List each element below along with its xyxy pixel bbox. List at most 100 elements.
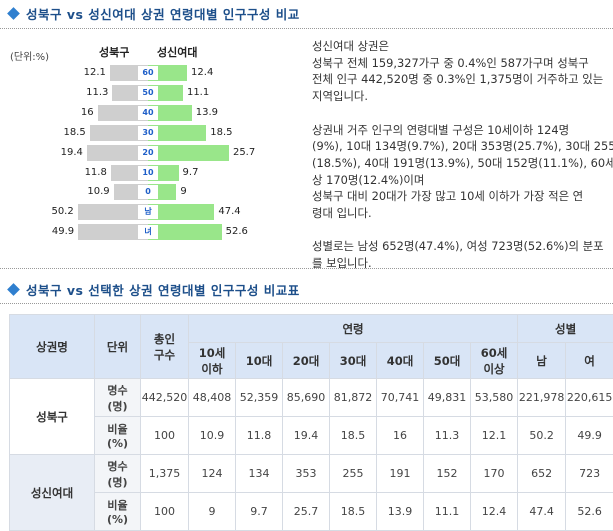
section1-title-text: 성북구 vs 성신여대 상권 연령대별 인구구성 비교 xyxy=(26,6,300,22)
value-cell: 81,872 xyxy=(329,378,377,417)
right-value: 18.5 xyxy=(210,127,233,138)
left-value: 12.1 xyxy=(83,67,106,78)
value-cell: 19.4 xyxy=(282,416,330,455)
age-label: 녀 xyxy=(138,225,158,239)
value-cell: 170 xyxy=(469,454,519,493)
value-cell: 11.8 xyxy=(235,416,283,455)
value-cell: 11.3 xyxy=(423,416,471,455)
table-row: 비율 (%) 100 10.9 11.8 19.4 18.5 16 11.3 12.1 50.2 49… xyxy=(10,416,613,455)
pyramid-row: 10.9 9 0 xyxy=(0,184,300,200)
value-cell: 49,831 xyxy=(423,378,471,417)
value-cell: 11.1 xyxy=(423,492,471,531)
value-cell: 52,359 xyxy=(235,378,283,417)
pyramid-row: 12.1 12.4 60 xyxy=(0,65,300,81)
description-line: 지역입니다. xyxy=(312,89,369,104)
value-cell: 442,520 xyxy=(140,378,189,417)
value-cell: 723 xyxy=(565,454,613,493)
female-bar xyxy=(148,145,229,161)
header-age: 20대 xyxy=(282,342,330,379)
age-label: 50 xyxy=(138,86,158,100)
value-cell: 10.9 xyxy=(188,416,236,455)
table-row: 비율 (%) 100 9 9.7 25.7 18.5 13.9 11.1 12.4 47.4 52.6 xyxy=(10,492,613,531)
value-cell: 47.4 xyxy=(517,492,567,531)
right-value: 9.7 xyxy=(182,167,199,178)
description-paragraph: 상권내 거주 인구의 연령대별 구성은 10세이하 124명 (9%), 10대 … xyxy=(312,122,613,222)
table-row: 성신여대 명수 (명) 1,375 124 134 353 255 191 152 170 652 72… xyxy=(9,454,613,531)
section2-title: 성북구 vs 선택한 상권 연령대별 인구구성 비교표 xyxy=(6,279,300,299)
value-cell: 9 xyxy=(188,492,236,531)
header-subrow: 10세 이하 10대 20대 30대 40대 50대 60세 이상 남 여 xyxy=(10,342,613,379)
header-gender-group: 성별 xyxy=(517,314,613,343)
male-bar xyxy=(78,224,148,240)
section1-title: 성북구 vs 성신여대 상권 연령대별 인구구성 비교 xyxy=(6,3,300,23)
header-total: 총인 구수 xyxy=(140,314,189,379)
left-value: 10.9 xyxy=(87,186,110,197)
description-line: 성북구 전체 159,327가구 중 0.4%인 587가구며 성북구 xyxy=(312,55,589,70)
value-cell: 25.7 xyxy=(282,492,330,531)
pyramid-row: 16 13.9 40 xyxy=(0,105,300,121)
unit-cell: 비율 (%) xyxy=(94,416,141,455)
value-cell: 12.4 xyxy=(469,492,519,531)
value-cell: 191 xyxy=(376,454,424,493)
left-value: 16 xyxy=(80,107,94,118)
value-cell: 152 xyxy=(423,454,471,493)
description-line: 성신여대 상권은 xyxy=(312,39,389,53)
header-area: 상권명 xyxy=(9,314,95,379)
area-name: 성신여대 xyxy=(9,454,95,531)
right-value: 25.7 xyxy=(232,147,256,158)
diamond-bullet-icon xyxy=(7,6,20,20)
header-age: 10세 이하 xyxy=(188,342,236,379)
description-line: 상 170명(12.4%)이며 xyxy=(312,172,425,187)
value-cell: 652 xyxy=(517,454,567,493)
pyramid-row: 50.2 47.4 남 xyxy=(0,204,300,220)
description-line: 령대 입니다. xyxy=(312,206,372,221)
pyramid-right-header: 성신여대 xyxy=(157,46,198,59)
value-cell: 16 xyxy=(376,416,424,455)
area-name: 성북구 xyxy=(9,378,95,455)
description-line: (18.5%), 40대 191명(13.9%), 50대 152명(11.1%… xyxy=(312,155,613,170)
right-value: 52.6 xyxy=(225,226,248,237)
value-cell: 53,580 xyxy=(469,378,519,417)
male-bar xyxy=(77,204,148,220)
header-age: 10대 xyxy=(235,342,283,379)
value-cell: 50.2 xyxy=(517,416,567,455)
left-value: 18.5 xyxy=(63,127,86,138)
value-cell: 9.7 xyxy=(235,492,283,531)
age-label: 20 xyxy=(138,146,158,160)
value-cell: 48,408 xyxy=(188,378,236,417)
age-label: 10 xyxy=(138,166,158,180)
header-gender: 남 xyxy=(517,342,567,379)
value-cell: 100 xyxy=(140,492,189,531)
description-line: 상권내 거주 인구의 연령대별 구성은 10세이하 124명 xyxy=(312,122,570,137)
left-value: 50.2 xyxy=(51,206,74,217)
value-cell: 100 xyxy=(140,416,189,455)
header-age: 40대 xyxy=(376,342,424,379)
value-cell: 134 xyxy=(235,454,283,493)
pyramid-row: 49.9 52.6 녀 xyxy=(0,224,300,240)
left-value: 19.4 xyxy=(60,147,83,158)
value-cell: 255 xyxy=(329,454,377,493)
header-age: 60세 이상 xyxy=(469,342,519,379)
pyramid-left-header: 성북구 xyxy=(99,46,130,59)
section2-title-text: 성북구 vs 선택한 상권 연령대별 인구구성 비교표 xyxy=(26,282,300,298)
value-cell: 49.9 xyxy=(565,416,613,455)
value-cell: 70,741 xyxy=(376,378,424,417)
right-value: 11.1 xyxy=(186,87,210,98)
section2-divider-top xyxy=(0,268,613,269)
pyramid-row: 11.3 11.1 50 xyxy=(0,85,300,101)
left-value: 11.8 xyxy=(84,167,107,178)
right-value: 47.4 xyxy=(218,206,241,217)
pyramid-row: 11.8 9.7 10 xyxy=(0,165,300,181)
description-line: 전체 인구 442,520명 중 0.3%인 1,375명이 거주하고 있는 xyxy=(312,72,604,87)
comparison-table: 상권명 단위 총인 구수 연령 성별 10세 이하 10대 20대 30대 40대 50대 60세 이상 남 여… xyxy=(9,314,613,531)
male-bar xyxy=(89,125,148,141)
description-line: 성북구 대비 20대가 가장 많고 10세 이하가 가장 적은 연 xyxy=(312,189,584,204)
value-cell: 124 xyxy=(188,454,236,493)
value-cell: 12.1 xyxy=(469,416,519,455)
section1-divider xyxy=(0,28,613,29)
table-row: 성북구 명수 (명) 442,520 48,408 52,359 85,690 81,872 7… xyxy=(9,378,613,455)
header-gender: 여 xyxy=(565,342,613,379)
left-value: 49.9 xyxy=(51,226,75,237)
